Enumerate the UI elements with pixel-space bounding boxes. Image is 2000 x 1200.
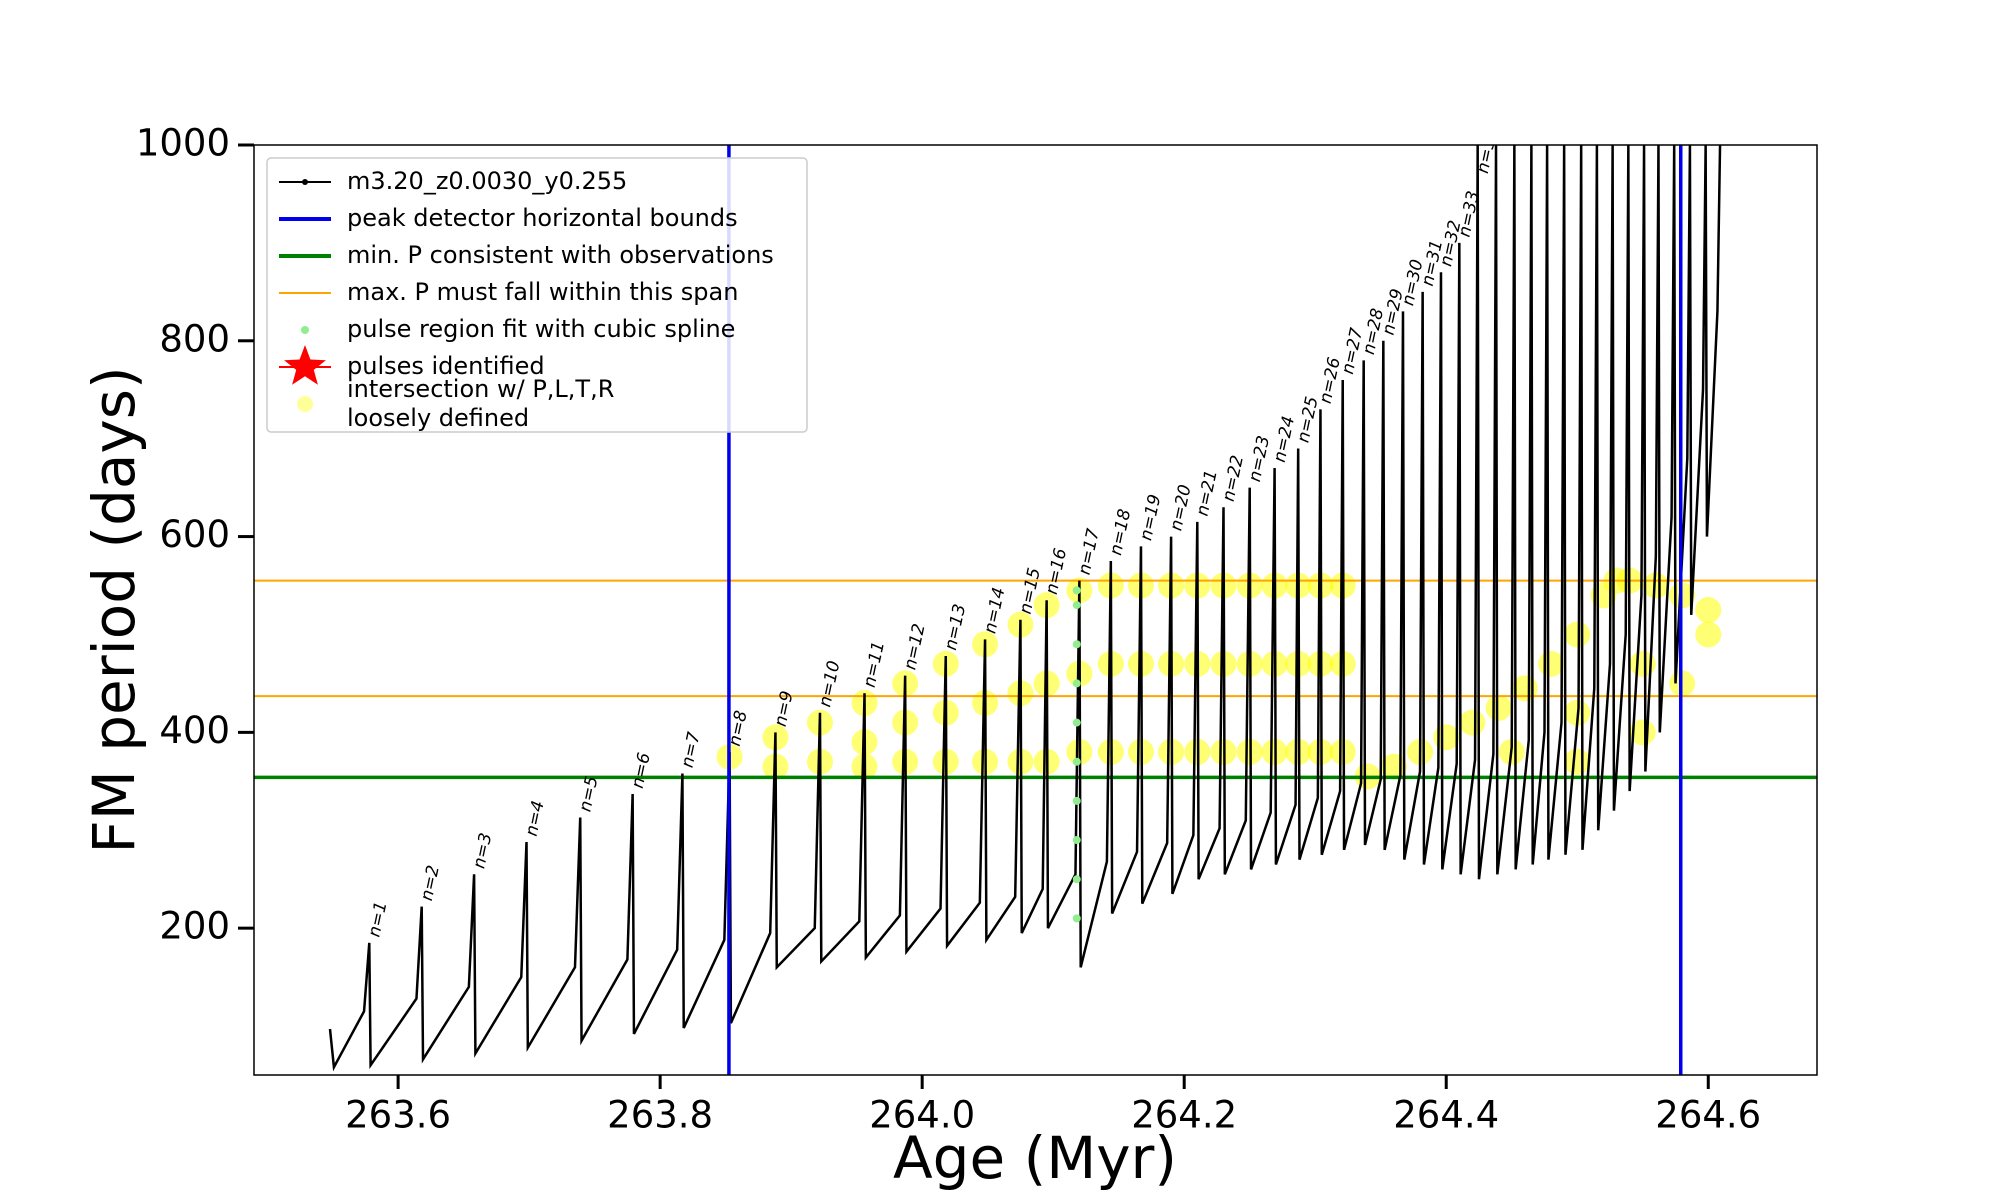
intersection-point (1564, 748, 1591, 775)
pulse-label: n=20 (1166, 483, 1195, 533)
intersection-point (1433, 724, 1460, 751)
pulse-label: n=34 (1473, 126, 1502, 176)
y-tick-label: 600 (159, 513, 230, 556)
legend-label: pulses identified (347, 352, 545, 380)
legend-box (266, 157, 808, 433)
y-tick-label: 800 (159, 317, 230, 360)
intersection-point (1629, 719, 1656, 746)
spline-point (1072, 875, 1081, 884)
pulse-label: n=21 (1193, 468, 1222, 518)
x-tick-label: 264.6 (1655, 1094, 1761, 1137)
y-tick-label: 200 (159, 905, 230, 948)
intersection-point (1485, 694, 1512, 721)
spline-point (1072, 679, 1081, 688)
spline-point (1072, 757, 1081, 766)
x-tick-label: 263.8 (607, 1094, 713, 1137)
x-tick-label: 264.2 (1131, 1094, 1237, 1137)
pulse-label: n=3 (469, 831, 496, 870)
intersection-point (1459, 709, 1486, 736)
spline-point (1072, 640, 1081, 649)
spline-point (1072, 796, 1081, 805)
pulse-label: n=17 (1075, 527, 1104, 577)
legend-label: min. P consistent with observations (347, 241, 774, 269)
spline-point (1072, 914, 1081, 923)
spline-point (1072, 836, 1081, 845)
intersection-point (1564, 621, 1591, 648)
pulse-label: n=9 (771, 689, 798, 728)
pulse-label: n=6 (628, 751, 655, 790)
intersection-point (1695, 597, 1722, 623)
intersection-point (1538, 650, 1565, 677)
spline-point (1072, 586, 1081, 595)
pulse-label: n=13 (941, 602, 970, 652)
legend-label: max. P must fall within this span (347, 278, 738, 306)
legend-swatch (284, 345, 326, 385)
x-tick-label: 264.4 (1393, 1094, 1499, 1137)
legend-label: pulse region fit with cubic spline (347, 315, 735, 343)
y-tick-label: 400 (159, 709, 230, 752)
legend-label: intersection w/ P,L,T,R loosely defined (347, 375, 614, 432)
legend-swatch (297, 396, 313, 412)
pulse-label: n=10 (815, 659, 844, 709)
x-tick-label: 264.0 (869, 1094, 975, 1137)
pulse-label: n=7 (678, 730, 705, 769)
pulse-label: n=19 (1136, 493, 1165, 543)
legend-label: peak detector horizontal bounds (347, 204, 738, 232)
axes: 263.6 263.8 264.0 264.2 264.4 264.6 200 400 600 8… (136, 122, 1761, 1137)
legend-label: m3.20_z0.0030_y0.255 (347, 167, 627, 195)
y-axis-label: FM period (days) (80, 366, 148, 853)
pulse-label: n=2 (417, 863, 444, 902)
pulse-label: n=11 (860, 639, 889, 689)
pulse-label: n=1 (365, 900, 392, 939)
x-tick-label: 263.6 (345, 1094, 451, 1137)
pulse-label: n=33 (1455, 189, 1484, 239)
x-axis-label: Age (Myr) (893, 1124, 1177, 1192)
plot-frame (253, 144, 1818, 1076)
legend-swatch (301, 326, 309, 334)
spline-point (1072, 718, 1081, 727)
legend-swatch (302, 179, 308, 185)
intersection-point (1695, 621, 1722, 648)
intersection-point (1642, 572, 1669, 599)
pulse-label: n=14 (980, 586, 1009, 636)
pulse-label: n=22 (1219, 453, 1248, 503)
pulse-label: n=18 (1106, 507, 1135, 557)
spline-point (1072, 601, 1081, 610)
pulse-label: n=12 (900, 622, 929, 672)
pulse-label: n=4 (522, 799, 549, 838)
y-tick-label: 1000 (136, 122, 230, 165)
pulse-label: n=5 (575, 774, 602, 813)
